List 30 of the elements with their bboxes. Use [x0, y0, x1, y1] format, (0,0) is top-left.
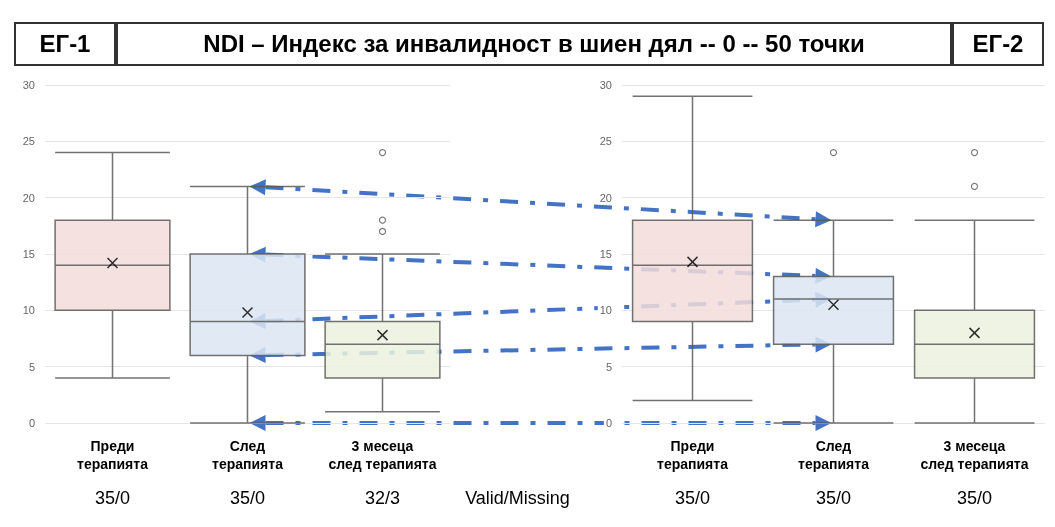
- y-tick-label: 20: [22, 191, 35, 204]
- y-tick-label: 10: [599, 304, 612, 317]
- chart-subtitle: ЕГ-2: [952, 22, 1044, 66]
- y-tick-label: 30: [599, 79, 612, 91]
- text: 35/0: [229, 488, 266, 508]
- y-tick-label: 5: [28, 360, 35, 373]
- y-tick-label: 15: [599, 248, 612, 260]
- chart-subtitle: ЕГ-1: [14, 22, 116, 66]
- x-tick-label: След терапията: [212, 438, 284, 472]
- text: 35/0: [94, 488, 131, 508]
- y-tick-label: 10: [22, 304, 35, 317]
- text: 35/0: [956, 488, 993, 508]
- x-tick-label: След терапията: [798, 438, 870, 472]
- text: 32/3: [364, 488, 401, 508]
- y-tick-label: 25: [599, 135, 612, 148]
- text: NDI – Индекс за инвалидност в шиен дял -- 0 -- 50 точки: [116, 22, 952, 66]
- y-tick-label: 30: [22, 79, 35, 91]
- y-tick-label: 0: [605, 417, 612, 429]
- text: 35/0: [815, 488, 852, 508]
- y-tick-label: 20: [599, 191, 612, 204]
- x-tick-label: Преди терапията: [657, 438, 729, 472]
- y-tick-label: 5: [605, 360, 612, 373]
- y-tick-label: 0: [28, 417, 35, 429]
- x-tick-label: 3 месеца след терапията: [920, 438, 1029, 472]
- x-tick-label: Преди терапията: [77, 438, 149, 472]
- x-tick-label: 3 месеца след терапията: [328, 438, 437, 472]
- text: 35/0: [674, 488, 711, 508]
- text: Valid/Missing: [465, 488, 570, 508]
- y-tick-label: 15: [22, 248, 35, 260]
- y-tick-label: 25: [22, 135, 35, 148]
